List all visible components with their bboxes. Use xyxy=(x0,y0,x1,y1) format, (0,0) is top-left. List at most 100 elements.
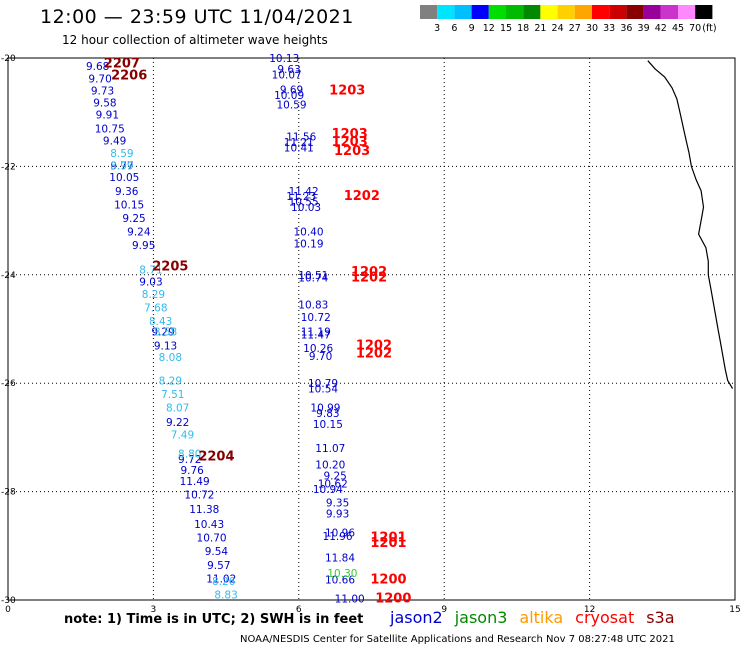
wave-height-label: 10.79 xyxy=(308,378,338,390)
wave-height-label: 8.29 xyxy=(159,375,182,387)
data-series: 8.598.998.718.297.688.438.588.088.297.51… xyxy=(110,148,238,602)
wave-height-label: 10.51 xyxy=(298,270,328,282)
wave-height-label: 9.83 xyxy=(316,408,339,420)
wave-height-label: 8.83 xyxy=(214,590,237,602)
color-swatch xyxy=(609,5,627,19)
wave-height-label: 7.49 xyxy=(171,430,194,442)
pass-id-label: 1203 xyxy=(334,144,370,159)
wave-height-label: 9.95 xyxy=(132,240,155,252)
wave-height-label: 9.29 xyxy=(151,327,174,339)
wave-height-label: 9.69 xyxy=(280,84,303,96)
color-scale-label: 9 xyxy=(469,23,475,34)
color-scale-label: 42 xyxy=(655,23,667,34)
wave-height-label: 11.42 xyxy=(289,186,319,198)
legend-item-s3a: s3a xyxy=(646,608,675,627)
y-tick-label: -30 xyxy=(1,596,16,606)
wave-height-label: 10.54 xyxy=(308,384,338,396)
y-tick-label: -22 xyxy=(1,162,16,172)
color-swatch xyxy=(540,5,558,19)
pass-id-label: 2204 xyxy=(198,449,234,464)
wave-height-label: 9.58 xyxy=(93,97,116,109)
pass-id-label: 1203 xyxy=(332,127,368,142)
pass-id-label: 1200 xyxy=(370,572,406,587)
wave-height-label: 10.13 xyxy=(269,53,299,65)
wave-height-label: 10.83 xyxy=(298,300,328,312)
wave-height-label: 8.43 xyxy=(149,316,172,328)
wave-height-label: 9.24 xyxy=(127,226,151,238)
wave-height-label: 10.72 xyxy=(184,489,214,501)
wave-height-label: 10.15 xyxy=(114,199,144,211)
legend-item-jason2: jason2 xyxy=(390,608,443,627)
wave-height-label: 9.77 xyxy=(110,160,133,172)
color-scale-label: 3 xyxy=(434,23,440,34)
wave-height-label: 10.40 xyxy=(293,226,323,238)
wave-height-label: 11.49 xyxy=(180,476,210,488)
x-tick-label: 3 xyxy=(151,605,157,615)
color-scale-label: 33 xyxy=(603,23,615,34)
wave-height-label: 9.36 xyxy=(115,186,139,198)
wave-height-label: 8.08 xyxy=(159,352,182,364)
color-scale-legend: 3 6 9 12 15 18 21 24 27 30 33 36 39 42 45 70 (ft) xyxy=(420,5,717,34)
wave-height-label: 10.07 xyxy=(272,69,302,81)
color-scale-label: 18 xyxy=(517,23,529,34)
wave-height-label: 11.02 xyxy=(206,573,236,585)
wave-height-label: 9.13 xyxy=(154,340,177,352)
color-swatch xyxy=(592,5,610,19)
wave-height-label: 9.22 xyxy=(166,417,189,429)
color-swatch xyxy=(488,5,506,19)
page-subtitle: 12 hour collection of altimeter wave hei… xyxy=(62,33,328,47)
wave-height-label: 9.70 xyxy=(309,351,332,363)
wave-height-label: 10.70 xyxy=(197,533,227,545)
color-scale-label: 36 xyxy=(620,23,632,34)
wave-height-label: 10.05 xyxy=(109,172,139,184)
wave-height-label: 11.47 xyxy=(301,329,331,341)
wave-height-label: 10.94 xyxy=(313,484,343,496)
y-tick-label: -28 xyxy=(1,488,16,498)
wave-height-label: 10.03 xyxy=(291,202,321,214)
color-scale-label: 15 xyxy=(500,23,512,34)
wave-height-label: 9.70 xyxy=(88,74,111,86)
wave-height-label: 8.29 xyxy=(142,289,165,301)
wave-height-label: 10.74 xyxy=(298,273,328,285)
color-scale-label: 30 xyxy=(586,23,598,34)
footer-note: note: 1) Time is in UTC; 2) SWH is in fe… xyxy=(64,612,364,627)
wave-height-label: 9.68 xyxy=(86,61,109,73)
color-swatch xyxy=(695,5,713,19)
wave-height-label: 8.71 xyxy=(139,264,162,276)
pass-id-label: 1202 xyxy=(344,189,380,204)
wave-height-label: 10.59 xyxy=(276,100,306,112)
pass-id-label: 1203 xyxy=(329,84,365,99)
pass-id-label: 1201 xyxy=(370,536,406,551)
wave-height-label: 9.03 xyxy=(139,276,162,288)
color-swatch xyxy=(523,5,541,19)
wave-height-label: 10.20 xyxy=(315,460,345,472)
color-scale-label: 6 xyxy=(451,23,457,34)
wave-height-label: 10.41 xyxy=(284,142,314,154)
color-scale-label: 27 xyxy=(569,23,581,34)
wave-height-label: 11.84 xyxy=(325,553,355,565)
wave-height-label: 9.73 xyxy=(91,86,114,98)
color-scale-label: 21 xyxy=(534,23,546,34)
color-swatch xyxy=(437,5,455,19)
wave-height-label: 9.63 xyxy=(277,64,300,76)
color-scale-label: 70 xyxy=(689,23,701,34)
plot-frame xyxy=(7,57,736,601)
wave-height-label: 8.26 xyxy=(212,576,236,588)
color-swatch xyxy=(574,5,592,19)
color-scale-label: 12 xyxy=(483,23,495,34)
pass-id-label: 1202 xyxy=(356,346,392,361)
y-tick-label: -24 xyxy=(1,271,16,281)
color-swatch xyxy=(557,5,575,19)
wave-height-label: 11.56 xyxy=(286,132,316,144)
wave-height-label: 9.91 xyxy=(96,109,119,121)
color-scale-label: (ft) xyxy=(702,23,716,34)
legend-item-altika: altika xyxy=(519,608,564,627)
wave-height-label: 9.35 xyxy=(326,497,349,509)
wave-height-label: 9.72 xyxy=(178,454,201,466)
coastline xyxy=(647,60,734,389)
wave-height-label: 9.25 xyxy=(122,213,145,225)
wave-height-label: 10.15 xyxy=(313,419,343,431)
wave-height-label: 11.96 xyxy=(323,531,353,543)
color-swatch xyxy=(643,5,661,19)
